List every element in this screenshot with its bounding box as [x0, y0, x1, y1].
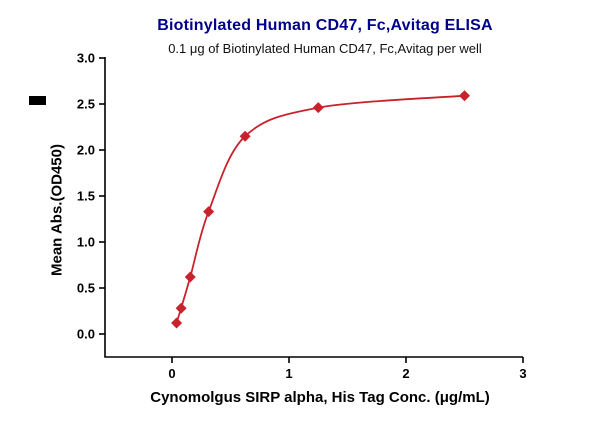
axes-frame: [104, 57, 523, 358]
x-tick-label: 1: [285, 366, 292, 381]
fit-curve: [175, 94, 466, 324]
y-tick-label: 0.5: [77, 281, 95, 296]
y-tick-label: 1.0: [77, 235, 95, 250]
data-point-marker: [184, 271, 196, 283]
x-tick-label: 3: [519, 366, 526, 381]
data-point-marker: [171, 317, 183, 329]
data-point-marker: [203, 206, 215, 218]
y-tick-label: 2.0: [77, 143, 95, 158]
data-point-marker: [312, 102, 324, 114]
data-point-marker: [175, 302, 187, 314]
left-edge-artifact: [29, 96, 46, 105]
x-tick-label: 0: [168, 366, 175, 381]
x-axis-label: Cynomolgus SIRP alpha, His Tag Conc. (μg…: [150, 389, 490, 406]
y-tick-label: 1.5: [77, 189, 95, 204]
data-point-marker: [239, 130, 251, 142]
y-tick-label: 2.5: [77, 97, 95, 112]
x-tick-label: 2: [402, 366, 409, 381]
chart-subtitle: 0.1 μg of Biotinylated Human CD47, Fc,Av…: [168, 41, 482, 56]
data-point-marker: [459, 90, 470, 102]
y-tick-label: 3.0: [77, 51, 95, 66]
y-tick-label: 0.0: [77, 327, 95, 342]
chart-title: Biotinylated Human CD47, Fc,Avitag ELISA: [157, 17, 493, 34]
